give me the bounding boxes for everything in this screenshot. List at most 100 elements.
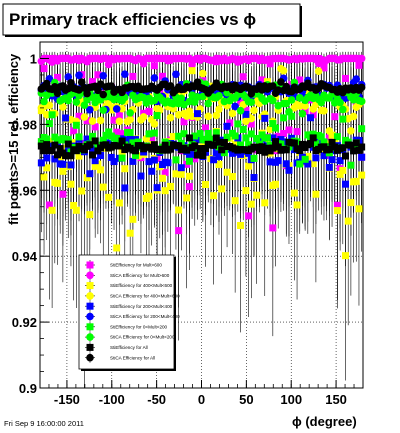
data-point-square xyxy=(172,156,180,164)
data-point-square xyxy=(355,61,363,69)
data-point-square xyxy=(247,200,255,208)
data-point-square xyxy=(250,174,258,182)
data-point-square xyxy=(347,141,355,149)
legend-marker-square xyxy=(86,323,94,331)
data-point-circle xyxy=(269,82,277,90)
data-point-square xyxy=(110,158,118,166)
data-point-square xyxy=(307,140,315,148)
data-point-square xyxy=(148,167,156,175)
data-point-circle xyxy=(59,103,67,111)
data-point-circle xyxy=(169,99,178,108)
data-point-square xyxy=(126,135,134,143)
data-point-square xyxy=(91,137,99,145)
axes: -150 -100 -50 0 50 100 150 0.9 0.92 0.94 0.96 0.98 1 xyxy=(12,51,364,407)
data-point-circle xyxy=(75,71,83,80)
data-point-square xyxy=(180,130,188,138)
data-point-square xyxy=(339,166,347,174)
data-point-square xyxy=(242,187,250,195)
data-point-square xyxy=(293,201,301,209)
data-point-square xyxy=(331,113,339,121)
y-tick-label: 0.98 xyxy=(12,117,37,132)
data-point-square xyxy=(177,164,185,172)
data-point-circle xyxy=(107,82,116,90)
data-point-circle xyxy=(126,115,134,124)
legend-entry: StiCA Efficiency for Mult>600 xyxy=(85,270,170,281)
data-point-square xyxy=(113,244,121,252)
data-point-square xyxy=(175,132,183,140)
data-point-circle xyxy=(99,106,108,114)
data-point-circle xyxy=(277,78,285,86)
data-point-square xyxy=(215,152,223,160)
data-point-square xyxy=(258,76,266,84)
data-point-square xyxy=(218,146,226,154)
data-point-square xyxy=(175,142,183,150)
data-point-square xyxy=(272,180,280,188)
data-point-square xyxy=(126,229,134,237)
data-point-square xyxy=(94,71,102,79)
data-point-circle xyxy=(126,109,134,117)
data-point-circle xyxy=(236,106,245,115)
data-point-square xyxy=(261,114,269,122)
x-tick-label: 50 xyxy=(239,392,253,407)
data-point-square xyxy=(88,145,96,153)
data-point-circle xyxy=(215,105,223,114)
y-tick-label: 1 xyxy=(30,51,37,66)
legend-entry: StiEfficiency for 0<Mult<200 xyxy=(85,321,168,332)
data-point-square xyxy=(167,182,175,190)
data-point-circle xyxy=(77,78,86,86)
data-point-square xyxy=(40,147,48,155)
data-point-circle xyxy=(120,70,129,79)
data-point-circle xyxy=(247,98,256,106)
data-point-square xyxy=(86,141,94,149)
data-point-square xyxy=(196,145,204,153)
data-point-circle xyxy=(80,113,89,121)
data-point-square xyxy=(43,164,51,172)
data-point-square xyxy=(199,152,207,160)
chart-title: Primary track efficiencies vs ϕ xyxy=(9,10,256,29)
data-point-square xyxy=(118,154,126,162)
data-point-square xyxy=(175,227,183,235)
data-point-square xyxy=(269,144,277,152)
data-point-square xyxy=(339,144,347,152)
data-point-square xyxy=(320,64,328,72)
data-point-square xyxy=(333,201,341,209)
data-point-square xyxy=(177,170,185,178)
data-point-square xyxy=(48,146,56,154)
data-point-square xyxy=(272,138,280,146)
data-point-circle xyxy=(40,97,48,106)
data-point-square xyxy=(325,163,333,171)
data-point-square xyxy=(188,151,196,159)
y-tick-label: 0.9 xyxy=(19,381,37,396)
data-point-square xyxy=(183,194,191,202)
data-point-square xyxy=(269,224,277,232)
data-point-square xyxy=(239,125,247,133)
data-point-circle xyxy=(336,98,344,107)
data-point-square xyxy=(150,62,158,70)
data-point-square xyxy=(115,111,123,119)
data-point-square xyxy=(145,107,153,115)
data-point-square xyxy=(191,142,199,150)
data-point-square xyxy=(312,154,320,162)
data-point-square xyxy=(247,130,255,138)
data-point-square xyxy=(333,133,341,141)
data-point-square xyxy=(169,133,177,141)
data-point-square xyxy=(196,130,204,138)
data-point-square xyxy=(121,165,129,173)
data-point-square xyxy=(75,112,83,120)
data-point-square xyxy=(129,72,137,80)
data-point-circle xyxy=(347,127,355,135)
data-point-square xyxy=(250,154,258,162)
data-point-circle xyxy=(349,112,358,121)
data-point-square xyxy=(88,132,96,140)
data-point-square xyxy=(274,157,282,165)
data-point-square xyxy=(255,147,263,155)
data-point-square xyxy=(191,155,199,163)
data-point-circle xyxy=(155,106,164,114)
data-point-square xyxy=(269,120,277,128)
data-point-circle xyxy=(199,92,207,101)
legend-entry: StiEfficiency for All xyxy=(85,342,148,353)
data-point-square xyxy=(99,136,107,144)
data-point-square xyxy=(64,140,72,148)
data-point-square xyxy=(72,147,80,155)
data-point-square xyxy=(40,65,48,73)
